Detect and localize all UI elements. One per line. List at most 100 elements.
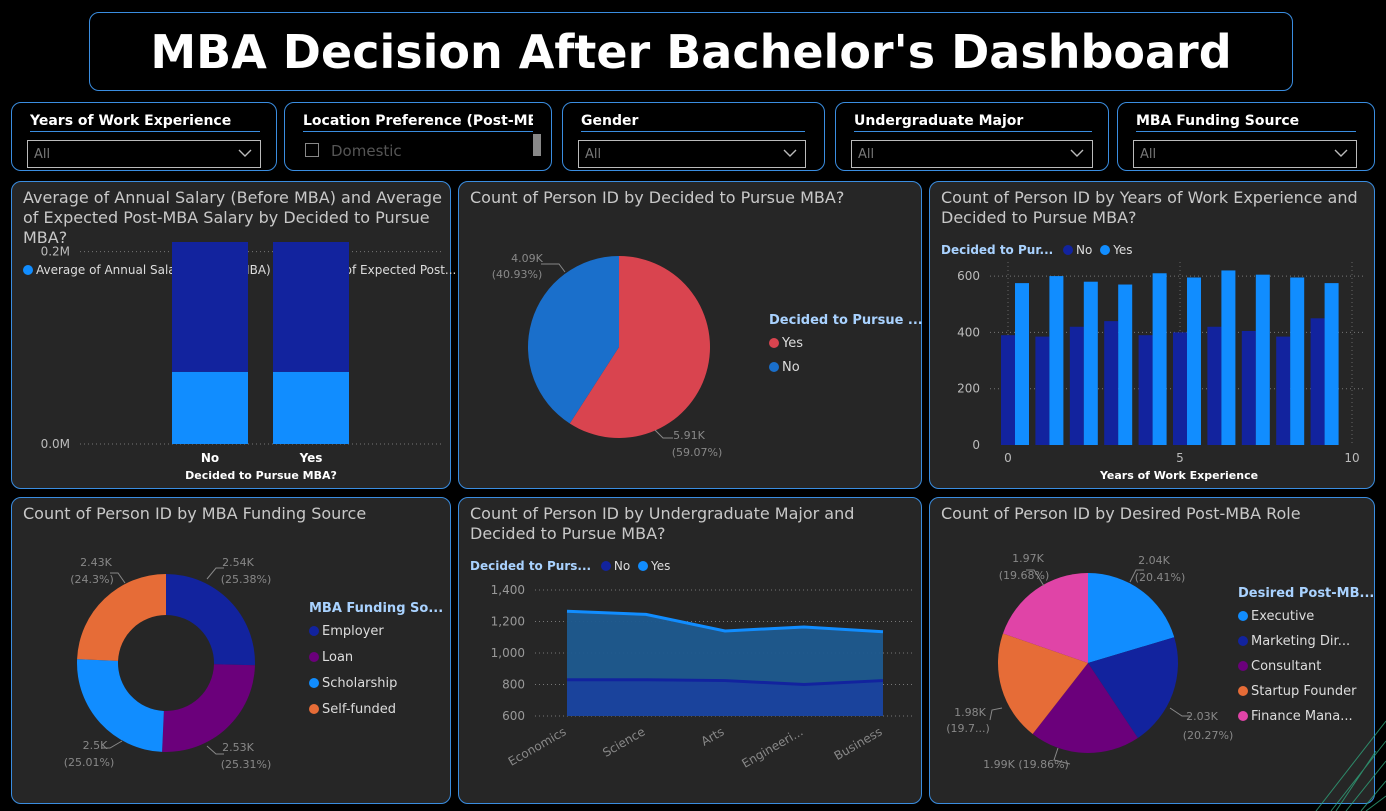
legend-item: No — [1076, 243, 1093, 257]
chevron-down-icon — [238, 149, 252, 157]
x-tick-label: Science — [600, 724, 647, 759]
data-label: 1.99K (19.86%) — [983, 758, 1069, 771]
role-pie-svg: 2.04K (20.41%) 2.03K (20.27%) 1.99K (19.86%)… — [946, 552, 1233, 771]
slicer-gender[interactable]: Gender All — [562, 102, 825, 171]
pie-slice — [1032, 663, 1138, 753]
leader-line — [1053, 747, 1071, 765]
chart-title: Count of Person ID by Desired Post-MBA R… — [941, 504, 1301, 523]
y-tick-label: 800 — [502, 678, 525, 692]
pie-slice — [77, 574, 166, 661]
legend-item: Consultant — [1251, 659, 1322, 674]
y-tick-label: 600 — [502, 709, 525, 723]
chart-title: Count of Person ID by Years of Work Expe… — [941, 188, 1358, 227]
data-label: (19.7...) — [946, 722, 990, 735]
slicer-dropdown[interactable]: All — [578, 140, 806, 168]
chart-legend: Desired Post-MB... Executive Marketing D… — [1238, 586, 1374, 724]
data-label: 5.91K — [673, 429, 705, 442]
chevron-down-icon — [1070, 149, 1084, 157]
legend-marker — [309, 626, 319, 636]
role-pie-panel[interactable]: Count of Person ID by Desired Post-MBA R… — [929, 497, 1375, 804]
chevron-down-icon — [1334, 149, 1348, 157]
x-tick-label: Arts — [699, 724, 727, 748]
legend-marker — [638, 561, 649, 571]
slicer-underline — [581, 131, 805, 132]
legend-marker — [1238, 686, 1248, 696]
y-tick-label: 1,400 — [491, 583, 525, 597]
leader-line — [102, 740, 123, 749]
pie-slice — [162, 664, 255, 752]
y-tick-label: 1,000 — [491, 646, 525, 660]
slicer-dropdown[interactable]: All — [27, 140, 261, 168]
x-axis-label: Years of Work Experience — [1099, 469, 1258, 482]
series-line-yes — [566, 609, 884, 634]
chart-legend: MBA Funding So... Employer Loan Scholars… — [309, 601, 443, 717]
bar-segment — [273, 242, 349, 372]
chart-title: Average of Annual Salary (Before MBA) an… — [23, 188, 442, 247]
pie-slice — [1002, 573, 1088, 663]
chevron-down-icon — [783, 149, 797, 157]
bar — [1104, 321, 1119, 445]
slicer-work-experience[interactable]: Years of Work Experience All — [11, 102, 277, 171]
slicer-dropdown[interactable]: All — [1133, 140, 1357, 168]
chart-legend: Decided to Pur... No Yes — [941, 243, 1133, 257]
legend-marker — [309, 652, 319, 662]
work-experience-chart-panel[interactable]: Count of Person ID by Years of Work Expe… — [929, 181, 1375, 489]
chart-title: Count of Person ID by Decided to Pursue … — [470, 188, 845, 207]
decision-pie-panel[interactable]: Count of Person ID by Decided to Pursue … — [458, 181, 923, 489]
x-axis-label: Decided to Pursue MBA? — [185, 469, 337, 482]
legend-item: No — [613, 559, 631, 573]
slicer-value: All — [858, 147, 875, 162]
slicer-dropdown[interactable]: All — [851, 140, 1093, 168]
bar — [1015, 283, 1029, 445]
chart-title: Count of Person ID by MBA Funding Source — [23, 504, 367, 523]
salary-chart-panel[interactable]: Average of Annual Salary (Before MBA) an… — [11, 181, 456, 489]
legend-item: No — [782, 360, 800, 375]
bar — [1310, 318, 1325, 445]
legend-marker — [769, 362, 779, 372]
bar — [1118, 284, 1133, 445]
data-label: 2.43K — [80, 556, 112, 569]
leader-line — [206, 745, 224, 755]
slicer-label: Undergraduate Major — [854, 113, 1024, 129]
chart-title: Count of Person ID by Undergraduate Majo… — [470, 504, 855, 543]
data-label: (25.31%) — [221, 758, 272, 771]
legend-item: Startup Founder — [1251, 684, 1357, 699]
data-label: 1.98K — [954, 706, 986, 719]
x-tick-label: Engineeri... — [739, 724, 805, 770]
data-label: 2.54K — [222, 556, 254, 569]
x-tick-label: Yes — [299, 451, 323, 465]
data-label: 4.09K — [511, 252, 543, 265]
bar — [1324, 283, 1339, 445]
scrollbar-thumb[interactable] — [533, 134, 541, 156]
leader-line — [654, 429, 673, 439]
bar — [1255, 274, 1270, 445]
legend-item: Finance Mana... — [1251, 709, 1353, 724]
slicer-funding-source[interactable]: MBA Funding Source All — [1117, 102, 1375, 171]
legend-marker — [1238, 711, 1248, 721]
data-label: 2.04K — [1138, 554, 1170, 567]
data-label: (25.38%) — [221, 573, 272, 586]
legend-marker — [1063, 245, 1074, 255]
leader-line — [1129, 569, 1144, 583]
checkbox[interactable] — [305, 143, 319, 157]
chart-legend: Decided to Purs... No Yes — [470, 559, 670, 573]
legend-marker — [1238, 611, 1248, 621]
pie-slice — [1088, 637, 1178, 738]
work-experience-chart-svg: 0 200 400 600 0 5 10 Years of Work Experience — [957, 262, 1364, 482]
pie-slice — [1088, 573, 1175, 663]
data-label: (25.01%) — [64, 756, 115, 769]
legend-marker — [309, 678, 319, 688]
legend-item: Marketing Dir... — [1251, 634, 1351, 649]
data-label: 2.53K — [222, 741, 254, 754]
leader-line — [206, 567, 224, 580]
funding-donut-panel[interactable]: Count of Person ID by MBA Funding Source… — [11, 497, 451, 804]
area-no — [567, 679, 883, 716]
slicer-option-label: Domestic — [331, 142, 402, 160]
slicer-label: Location Preference (Post-MB... — [303, 113, 533, 129]
slicer-location-preference[interactable]: Location Preference (Post-MB... Domestic — [284, 102, 552, 171]
bar — [1276, 336, 1291, 445]
bar — [1001, 335, 1015, 445]
slicer-undergraduate-major[interactable]: Undergraduate Major All — [835, 102, 1109, 171]
major-area-chart-panel[interactable]: Count of Person ID by Undergraduate Majo… — [458, 497, 922, 804]
legend-item: Employer — [322, 624, 384, 639]
